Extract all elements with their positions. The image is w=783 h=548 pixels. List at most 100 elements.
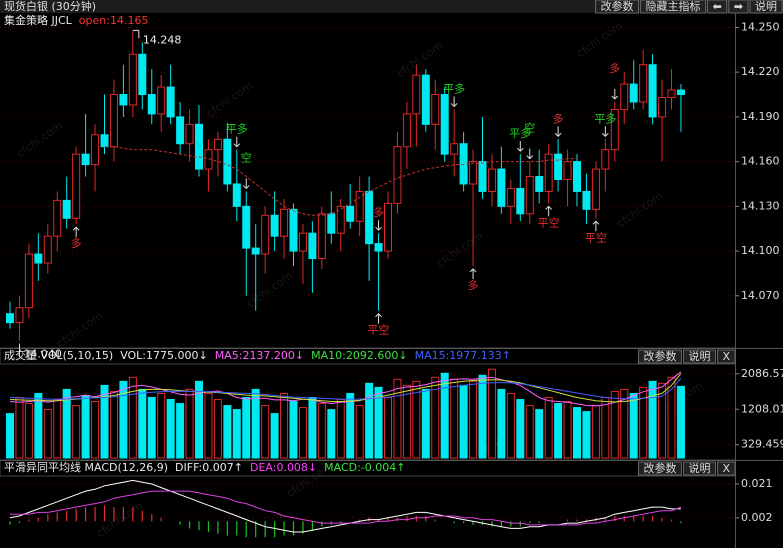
candle-body <box>242 205 251 249</box>
volume-bar <box>412 380 421 459</box>
candle-body <box>213 138 222 151</box>
volume-bar <box>72 405 81 459</box>
candle-body <box>147 94 156 115</box>
button[interactable]: ⬅ <box>707 0 728 14</box>
volume-bar <box>251 388 260 459</box>
candle-body <box>629 83 638 103</box>
button[interactable]: 说明 <box>682 461 716 476</box>
volume-bar <box>53 398 62 459</box>
candle-body <box>166 86 175 118</box>
signal-arrow <box>469 268 477 279</box>
button-frame <box>716 461 736 476</box>
legend-item: open:14.165 <box>79 14 149 27</box>
y-tick-label: 1208.018 <box>741 402 783 415</box>
signal-arrow <box>375 313 382 324</box>
button[interactable]: ➡ <box>728 0 749 14</box>
button-label: ⬅ <box>713 0 722 13</box>
button-frame <box>749 0 783 14</box>
volume-bar <box>15 396 24 459</box>
signal-arrow <box>554 126 562 137</box>
y-tick-label: 2086.577 <box>741 367 783 380</box>
candle-body <box>53 199 62 237</box>
candle-body <box>6 313 14 324</box>
volume-bar <box>176 403 185 459</box>
candle-body <box>402 113 411 148</box>
moving-average <box>104 146 577 216</box>
candle-body <box>91 134 100 166</box>
volume-bar <box>34 392 43 459</box>
volume-bar <box>610 390 619 459</box>
volume-bar <box>676 385 685 459</box>
candle-body <box>431 94 440 125</box>
button-frame <box>595 0 640 14</box>
button-label: 说明 <box>688 461 710 475</box>
button[interactable]: X <box>716 461 736 476</box>
signal-label: 平多 <box>594 111 616 125</box>
signal-label: 多 <box>71 236 82 250</box>
candle-body <box>289 208 298 252</box>
legend-item: 成交量 VOL(5,10,15) <box>4 348 113 362</box>
volume-bar <box>525 405 534 459</box>
candle-body <box>610 108 619 151</box>
legend-item: MA15:1977.133↑ <box>415 349 511 362</box>
candle-body <box>563 161 572 181</box>
volume-bar <box>100 384 109 459</box>
high-label: 14.248 <box>143 33 182 46</box>
y-tick-label: 14.190 <box>741 110 780 123</box>
volume-bar <box>450 378 459 459</box>
candle-body <box>365 190 374 245</box>
candle-body <box>506 187 515 207</box>
button-frame <box>728 0 749 14</box>
volume-bar <box>365 382 374 459</box>
volume-bar <box>81 394 90 459</box>
candle-body <box>308 232 317 260</box>
volume-ma-line <box>9 371 682 407</box>
volume-bar <box>91 401 100 459</box>
button-label: 改参数 <box>643 461 676 475</box>
button-frame <box>637 461 682 476</box>
volume-bar <box>138 388 147 459</box>
signal-arrow <box>611 88 619 100</box>
button-frame <box>707 0 728 14</box>
button-frame <box>716 349 736 364</box>
button-frame <box>637 349 682 364</box>
legend-item: DEA:0.008↓ <box>250 461 317 474</box>
candle-body <box>648 64 657 118</box>
button-label: 隐藏主指标 <box>646 0 701 13</box>
candle-body <box>544 153 553 192</box>
macd-line <box>10 490 682 526</box>
button[interactable]: 隐藏主指标 <box>640 0 707 14</box>
candle-body <box>251 247 260 255</box>
candle-body <box>355 190 364 222</box>
button[interactable]: 说明 <box>682 349 716 364</box>
button[interactable]: 改参数 <box>637 349 682 364</box>
legend-item: MA5:2137.200↓ <box>215 349 304 362</box>
volume-bar <box>308 396 317 459</box>
signal-arrow <box>516 141 524 152</box>
legend-item: DIFF:0.007↑ <box>175 461 243 474</box>
candle-body <box>119 94 128 106</box>
candle-body <box>478 161 487 192</box>
y-tick-label: 14.070 <box>741 289 780 302</box>
candle-body <box>535 176 544 192</box>
volume-bar <box>327 409 336 459</box>
candle-body <box>109 94 118 148</box>
signal-label: 多 <box>373 205 384 219</box>
volume-bar <box>346 392 355 459</box>
candle-body <box>667 89 676 98</box>
button-frame <box>682 349 716 364</box>
button-frame <box>640 0 707 14</box>
y-tick-label: 329.459 <box>741 438 783 451</box>
button[interactable]: 改参数 <box>595 0 640 14</box>
button[interactable]: 说明 <box>749 0 783 14</box>
macd-line <box>9 479 681 533</box>
candle-body <box>440 94 449 155</box>
candle-body <box>195 123 203 170</box>
volume-bar <box>157 392 166 459</box>
button[interactable]: 改参数 <box>637 461 682 476</box>
volume-bar <box>166 398 175 459</box>
button[interactable]: X <box>716 349 736 364</box>
volume-bar <box>185 388 194 459</box>
candle-body <box>384 202 392 252</box>
volume-bar <box>223 405 232 459</box>
